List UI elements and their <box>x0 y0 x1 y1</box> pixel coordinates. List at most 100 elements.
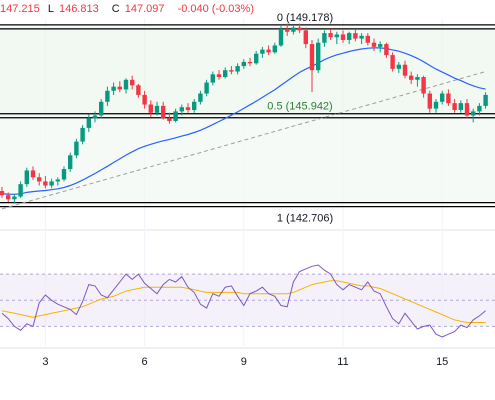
candle-body <box>30 170 36 178</box>
candle-body <box>167 118 172 121</box>
candle-body <box>99 101 104 116</box>
candle-body <box>49 181 54 186</box>
candle-body <box>254 53 259 64</box>
candle-body <box>24 170 29 185</box>
candle-body <box>235 66 240 72</box>
candle-body <box>402 64 408 76</box>
candle-body <box>452 103 457 111</box>
candle-body <box>384 44 389 56</box>
candle-body <box>477 105 482 112</box>
candle-body <box>347 33 352 40</box>
candle-body <box>353 33 358 39</box>
low-number: 146.813 <box>58 3 99 15</box>
moving-average-line <box>1 47 486 195</box>
rsi-panel <box>0 264 495 338</box>
candle-body <box>185 107 191 111</box>
high-value: 147.215 <box>0 3 40 15</box>
candle-body <box>210 74 215 83</box>
candle-body <box>260 49 265 54</box>
candle-body <box>390 55 395 69</box>
x-tick-label: 9 <box>241 356 247 368</box>
fib-levels: 0 (149.178) 0.5 (145.942) 1 (142.706) <box>0 12 495 225</box>
x-tick-label: 6 <box>142 356 148 368</box>
candle-body <box>61 169 67 180</box>
x-tick-label: 3 <box>42 356 48 368</box>
fib-label-2: 1 (142.706) <box>277 213 333 225</box>
candle-body <box>297 27 302 31</box>
x-tick-label: 15 <box>436 356 448 368</box>
candle-body <box>198 93 203 102</box>
candle-body <box>179 107 184 112</box>
rsi-ma-line <box>1 280 486 323</box>
candle-body <box>440 93 445 102</box>
candle-body <box>37 177 42 182</box>
candle-body <box>433 101 439 109</box>
candle-body <box>483 94 488 106</box>
candle-body <box>80 127 85 142</box>
candle-body <box>396 64 401 69</box>
candle-body <box>359 35 364 39</box>
candle-body <box>12 196 17 200</box>
candle-body <box>266 49 271 53</box>
fib-band-upper <box>0 26 495 116</box>
fib-label-0: 0 (149.178) <box>277 12 333 24</box>
candle-body <box>247 61 253 64</box>
candle-body <box>322 33 327 43</box>
candle-body <box>229 70 234 72</box>
x-tick-label: 11 <box>337 356 348 368</box>
candle-body <box>464 103 470 116</box>
fib-label-1: 0.5 (145.942) <box>267 101 332 113</box>
candle-body <box>291 27 296 32</box>
candle-body <box>285 28 290 32</box>
candle-body <box>340 34 346 40</box>
candle-body <box>117 86 122 90</box>
candle-body <box>409 75 414 80</box>
candle-body <box>378 44 383 47</box>
candles <box>0 23 488 204</box>
candle-body <box>18 184 23 197</box>
low-value: L 146.813 <box>48 0 104 18</box>
candle-body <box>241 61 246 67</box>
candle-body <box>111 86 116 91</box>
candle-body <box>130 79 135 86</box>
candle-body <box>334 34 339 38</box>
candle-body <box>6 195 11 200</box>
candle-body <box>415 77 420 80</box>
candle-body <box>427 93 432 109</box>
candle-body <box>161 105 166 119</box>
moving-average <box>1 47 486 195</box>
candle-body <box>278 28 284 46</box>
ohlc-header: 147.215 L 146.813 C 147.097 -0.040 (-0.03%… <box>0 0 495 18</box>
candle-body <box>92 115 98 119</box>
fib-band-lower <box>0 115 495 205</box>
low-label: L <box>47 3 54 15</box>
candle-body <box>123 79 129 90</box>
candle-body <box>223 70 228 78</box>
candle-body <box>43 181 48 186</box>
close-value: C 147.097 <box>112 0 170 18</box>
candle-body <box>216 74 222 78</box>
rsi-line <box>1 264 486 338</box>
candle-body <box>86 118 91 128</box>
candle-body <box>0 191 5 196</box>
candle-body <box>142 94 147 105</box>
x-axis: 3691115172023 <box>42 356 448 368</box>
candle-body <box>316 42 321 71</box>
candle-body <box>173 111 178 121</box>
candle-body <box>136 85 141 95</box>
candle-body <box>68 155 73 170</box>
candle-body <box>272 45 277 53</box>
candle-body <box>309 44 315 71</box>
close-number: 147.097 <box>124 3 165 15</box>
candle-body <box>458 103 463 111</box>
close-label: C <box>111 3 120 15</box>
candle-body <box>328 33 333 38</box>
change-value: -0.040 (-0.03%) <box>177 3 254 15</box>
candle-body <box>74 141 79 156</box>
candle-body <box>471 111 476 116</box>
candle-body <box>446 93 451 104</box>
candle-body <box>371 42 377 47</box>
candle-body <box>154 105 160 113</box>
candle-body <box>105 90 110 102</box>
